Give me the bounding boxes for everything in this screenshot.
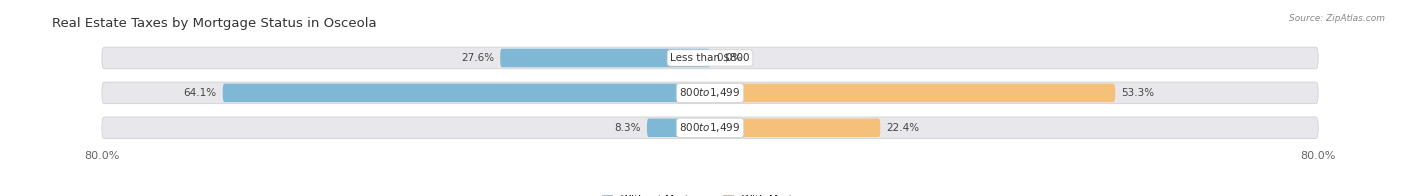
Text: 8.3%: 8.3% — [614, 123, 641, 133]
Text: $800 to $1,499: $800 to $1,499 — [679, 86, 741, 99]
FancyBboxPatch shape — [101, 47, 1319, 69]
Text: 53.3%: 53.3% — [1122, 88, 1154, 98]
Text: 64.1%: 64.1% — [184, 88, 217, 98]
FancyBboxPatch shape — [710, 84, 1115, 102]
Text: $800 to $1,499: $800 to $1,499 — [679, 121, 741, 134]
Text: Real Estate Taxes by Mortgage Status in Osceola: Real Estate Taxes by Mortgage Status in … — [52, 17, 377, 30]
Text: 27.6%: 27.6% — [461, 53, 494, 63]
FancyBboxPatch shape — [501, 49, 710, 67]
FancyBboxPatch shape — [101, 117, 1319, 139]
FancyBboxPatch shape — [101, 82, 1319, 104]
Legend: Without Mortgage, With Mortgage: Without Mortgage, With Mortgage — [598, 191, 823, 196]
FancyBboxPatch shape — [222, 84, 710, 102]
Text: Less than $800: Less than $800 — [671, 53, 749, 63]
Text: 22.4%: 22.4% — [886, 123, 920, 133]
FancyBboxPatch shape — [710, 119, 880, 137]
Text: 0.0%: 0.0% — [716, 53, 742, 63]
FancyBboxPatch shape — [647, 119, 710, 137]
Text: Source: ZipAtlas.com: Source: ZipAtlas.com — [1289, 14, 1385, 23]
